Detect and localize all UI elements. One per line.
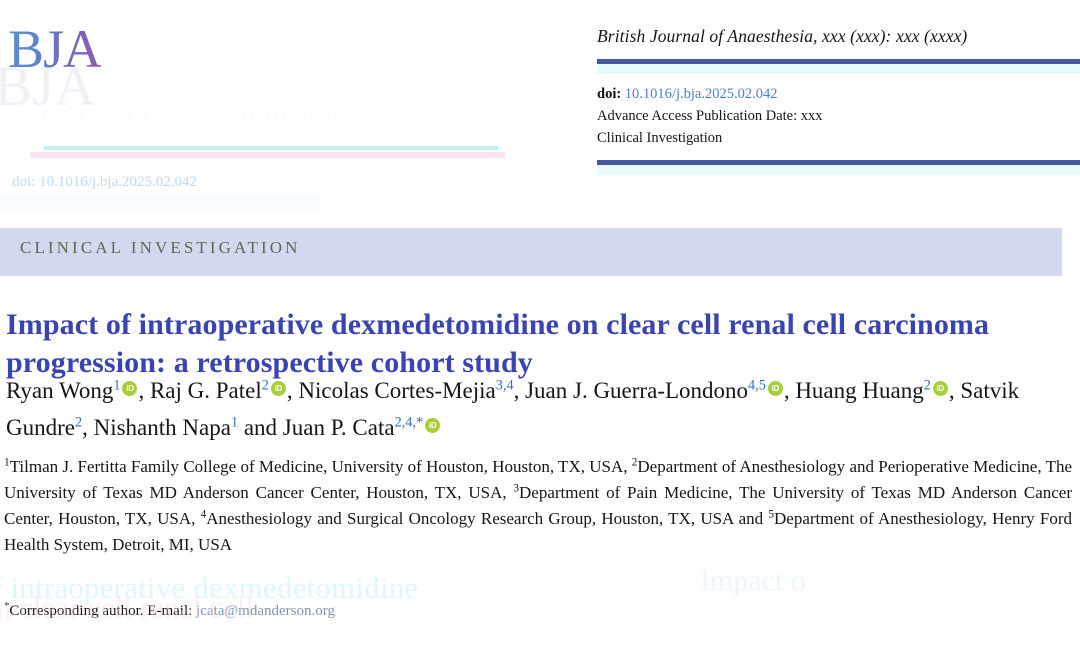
header-rule-top [597, 59, 1080, 64]
author-name: Huang Huang [795, 378, 924, 403]
author-entry: Huang Huang2, [795, 378, 960, 403]
affiliation-text: Department of Pain Medicine, The Univers… [4, 483, 1073, 528]
header-cyan-band-top [597, 64, 1080, 74]
author-affiliation-marker: 2 [74, 414, 83, 431]
affiliation-marker: 5 [768, 508, 775, 521]
ghost-faint-band [0, 195, 320, 211]
author-entry: Nishanth Napa1 and [94, 415, 283, 440]
author-name: Raj G. Patel [149, 378, 262, 403]
author-name: Satvik Gundre [6, 378, 1020, 440]
ghost-rule-pink [30, 152, 505, 158]
author-entry: Juan J. Guerra-Londono4,5, [525, 378, 795, 403]
corresponding-marker: * [4, 600, 10, 612]
affiliation-text: Tilman J. Fertitta Family College of Med… [9, 457, 632, 476]
author-separator: , [513, 378, 526, 403]
affiliation-text: Department of Anesthesiology and Periope… [4, 457, 1072, 502]
author-separator: , [138, 378, 150, 403]
ghost-rule-cyan [44, 146, 499, 150]
orcid-icon[interactable] [767, 381, 783, 396]
author-name: Nicolas Cortes-Mejia [298, 378, 496, 403]
affiliation-entry: 3Department of Pain Medicine, The Univer… [4, 483, 1072, 528]
author-separator: , [948, 378, 961, 403]
doi-value[interactable]: 10.1016/j.bja.2025.02.042 [624, 86, 778, 102]
orcid-icon[interactable] [270, 381, 286, 396]
author-entry: Ryan Wong1, [6, 378, 150, 403]
journal-citation-line: British Journal of Anaesthesia, xxx (xxx… [597, 26, 968, 46]
bja-logo: BJA [8, 19, 102, 79]
author-affiliation-marker: 1 [113, 377, 121, 394]
page-title: Impact of intraoperative dexmedetomidine… [6, 308, 990, 380]
doi-row: doi: 10.1016/j.bja.2025.02.042 [597, 83, 1080, 105]
affiliation-entry: 4Anesthesiology and Surgical Oncology Re… [201, 509, 769, 528]
corresponding-label: Corresponding author. E-mail: [9, 603, 197, 619]
affiliation-entry: 1Tilman J. Fertitta Family College of Me… [4, 457, 632, 476]
author-affiliation-marker: 3,4 [495, 377, 514, 394]
author-affiliation-marker: 4,5 [748, 377, 766, 394]
author-name: Juan J. Guerra-Londono [525, 378, 748, 403]
ghost-title-line-3: Impact o [700, 564, 806, 597]
doi-label: doi: [597, 86, 622, 102]
author-affiliation-marker: 2 [261, 377, 269, 394]
header-cyan-band-bottom [597, 165, 1080, 175]
orcid-icon[interactable] [425, 418, 441, 433]
author-entry: Satvik Gundre2, [6, 378, 1019, 440]
affiliation-marker: 1 [4, 456, 10, 469]
author-entry: Nicolas Cortes-Mejia3,4, [298, 378, 525, 403]
author-name: Juan P. Cata [282, 415, 395, 440]
author-separator: , [286, 378, 299, 403]
header-rule-bottom [597, 160, 1080, 165]
author-separator: and [238, 415, 283, 440]
author-separator: , [82, 415, 94, 440]
header-metadata: doi: 10.1016/j.bja.2025.02.042 Advance A… [597, 83, 1080, 149]
orcid-icon[interactable] [932, 381, 948, 396]
affiliation-entry: 2Department of Anesthesiology and Periop… [4, 457, 1072, 502]
section-banner-label: CLINICAL INVESTIGATION [20, 238, 301, 257]
affiliation-list: 1Tilman J. Fertitta Family College of Me… [4, 454, 1072, 558]
author-name: Nishanth Napa [93, 415, 231, 440]
author-affiliation-marker: 1 [230, 414, 239, 431]
affiliation-text: Anesthesiology and Surgical Oncology Res… [206, 509, 769, 528]
ghost-journal-line: British Journal of Anaesthesia, xxx (xxx… [40, 109, 369, 126]
author-affiliation-marker: 2,4,* [394, 414, 424, 431]
affiliation-marker: 4 [200, 508, 207, 521]
affiliation-marker: 2 [631, 456, 638, 469]
author-affiliation-marker: 2 [923, 377, 931, 394]
orcid-icon[interactable] [122, 381, 138, 396]
author-name: Ryan Wong [6, 378, 114, 403]
author-list: Ryan Wong1, Raj G. Patel2, Nicolas Corte… [6, 372, 1072, 446]
author-entry: Juan P. Cata2,4,* [283, 415, 441, 440]
section-banner [0, 228, 1062, 276]
author-separator: , [783, 378, 796, 403]
article-type-row: Clinical Investigation [597, 130, 723, 146]
corresponding-email[interactable]: jcata@mdanderson.org [196, 603, 335, 619]
ghost-doi-line: doi: 10.1016/j.bja.2025.02.042 [12, 174, 197, 190]
affiliation-text: Department of Anesthesiology, Henry Ford… [4, 509, 1072, 554]
header-right-column: British Journal of Anaesthesia, xxx (xxx… [597, 26, 1080, 149]
affiliation-marker: 3 [513, 482, 520, 495]
advance-access-row: Advance Access Publication Date: xxx [597, 108, 823, 124]
author-entry: Raj G. Patel2, [150, 378, 298, 403]
corresponding-author: *Corresponding author. E-mail: jcata@mda… [4, 600, 335, 622]
affiliation-entry: 5Department of Anesthesiology, Henry For… [4, 509, 1072, 554]
